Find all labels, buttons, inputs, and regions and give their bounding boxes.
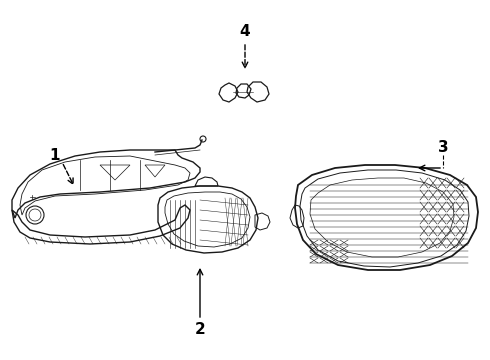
- Text: 3: 3: [438, 140, 448, 156]
- Text: 2: 2: [195, 323, 205, 338]
- Text: 4: 4: [240, 24, 250, 40]
- Text: 1: 1: [50, 148, 60, 162]
